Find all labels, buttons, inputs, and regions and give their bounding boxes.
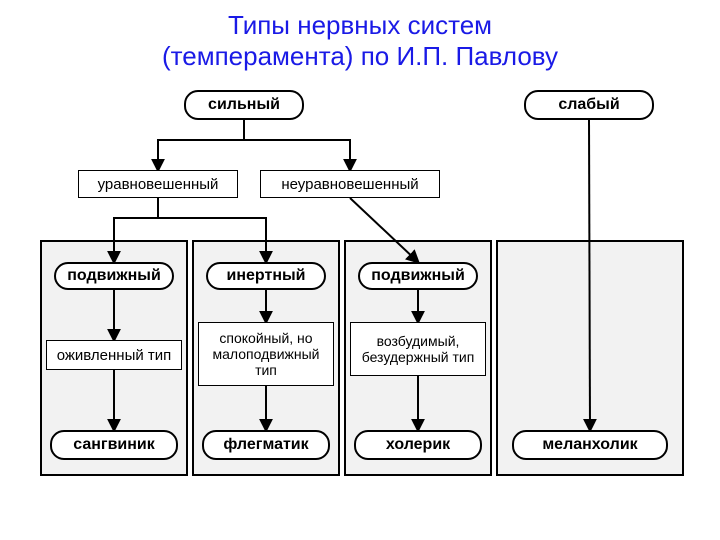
node-label: подвижный bbox=[371, 267, 465, 285]
edge bbox=[244, 120, 350, 170]
node-balanced: уравновешенный bbox=[78, 170, 238, 198]
node-lively: оживленный тип bbox=[46, 340, 182, 370]
node-label: оживленный тип bbox=[57, 347, 172, 364]
node-label: слабый bbox=[558, 96, 619, 114]
node-sanguine: сангвиник bbox=[50, 430, 178, 460]
node-mobile1: подвижный bbox=[54, 262, 174, 290]
node-choleric: холерик bbox=[354, 430, 482, 460]
node-excitable: возбудимый, безудержный тип bbox=[350, 322, 486, 376]
node-calm: спокойный, но малоподвижный тип bbox=[198, 322, 334, 386]
node-melancholic: меланхолик bbox=[512, 430, 668, 460]
diagram-canvas: Типы нервных систем(темперамента) по И.П… bbox=[0, 0, 720, 540]
node-label: возбудимый, безудержный тип bbox=[357, 333, 479, 365]
node-label: инертный bbox=[227, 267, 306, 285]
node-label: холерик bbox=[386, 436, 450, 454]
node-strong: сильный bbox=[184, 90, 304, 120]
node-phlegmatic: флегматик bbox=[202, 430, 330, 460]
node-mobile2: подвижный bbox=[358, 262, 478, 290]
node-label: спокойный, но малоподвижный тип bbox=[205, 330, 327, 378]
edge bbox=[158, 120, 244, 170]
node-label: неуравновешенный bbox=[281, 176, 418, 193]
node-label: флегматик bbox=[223, 436, 308, 454]
node-label: уравновешенный bbox=[98, 176, 219, 193]
node-label: подвижный bbox=[67, 267, 161, 285]
node-inert: инертный bbox=[206, 262, 326, 290]
title-line: Типы нервных систем bbox=[0, 10, 720, 41]
node-label: сильный bbox=[208, 96, 280, 114]
diagram-title: Типы нервных систем(темперамента) по И.П… bbox=[0, 10, 720, 72]
node-weak: слабый bbox=[524, 90, 654, 120]
node-label: меланхолик bbox=[542, 436, 637, 454]
title-line: (темперамента) по И.П. Павлову bbox=[0, 41, 720, 72]
node-unbalanced: неуравновешенный bbox=[260, 170, 440, 198]
node-label: сангвиник bbox=[73, 436, 155, 454]
